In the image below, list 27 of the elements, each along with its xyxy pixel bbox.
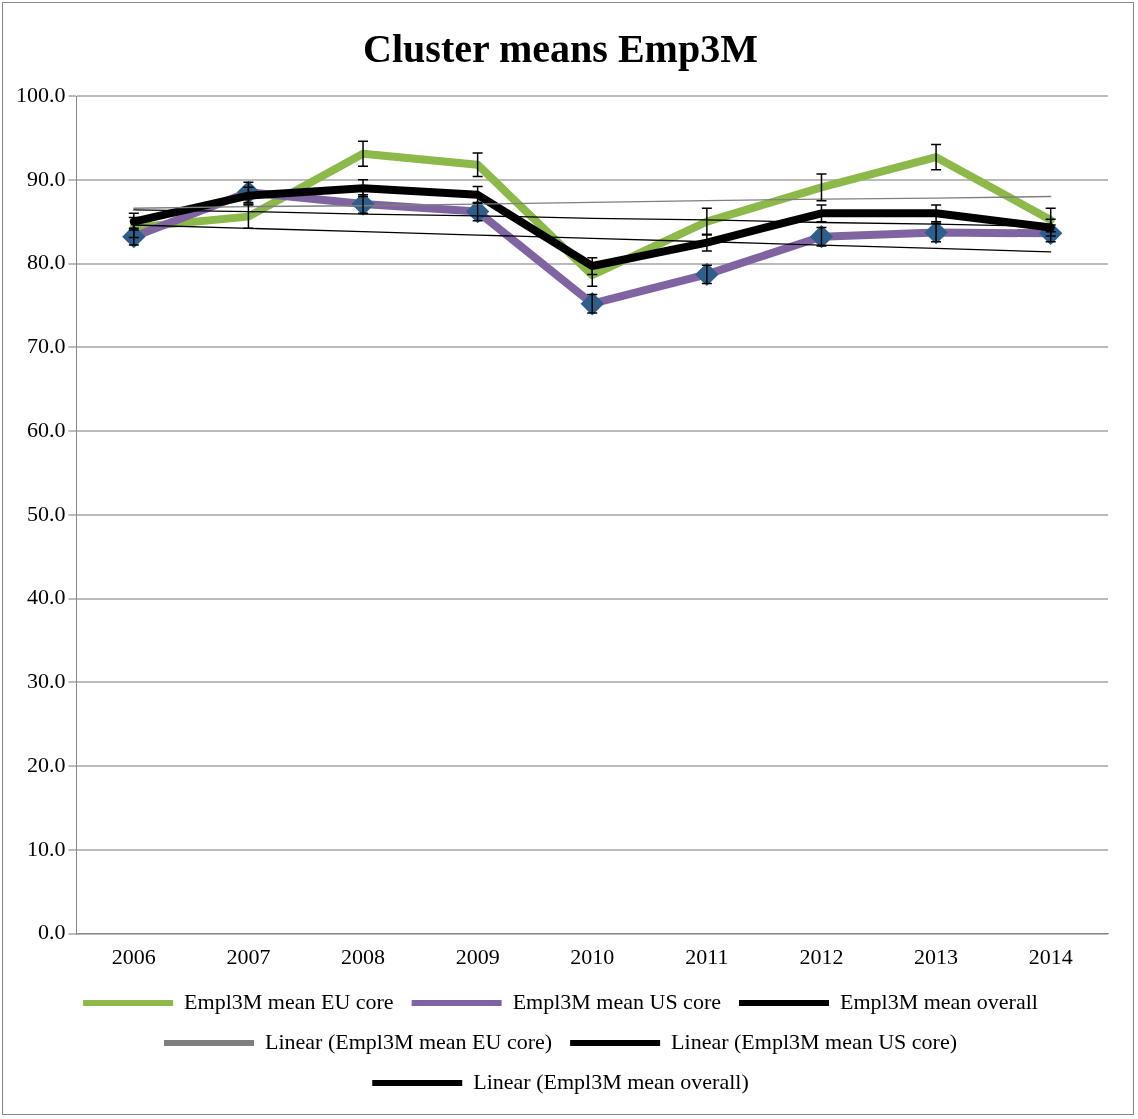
x-tick-label: 2009 [455, 943, 500, 969]
x-tick-label: 2013 [914, 943, 959, 969]
legend-label: Linear (Empl3M mean EU core) [265, 1028, 553, 1054]
y-tick-label: 60.0 [27, 416, 66, 442]
legend-label: Linear (Empl3M mean overall) [473, 1068, 749, 1094]
y-tick-label: 40.0 [27, 584, 66, 610]
legend-label: Linear (Empl3M mean US core) [671, 1028, 958, 1054]
chart-title: Cluster means Emp3M [363, 26, 758, 72]
y-tick-label: 70.0 [27, 333, 66, 359]
y-tick-label: 30.0 [27, 668, 66, 694]
x-tick-label: 2006 [111, 943, 156, 969]
x-tick-label: 2014 [1028, 943, 1073, 969]
y-tick-label: 90.0 [27, 165, 66, 191]
x-tick-label: 2010 [570, 943, 615, 969]
y-tick-label: 100.0 [16, 81, 66, 107]
x-tick-label: 2008 [341, 943, 386, 969]
legend-label: Empl3M mean US core [512, 988, 721, 1014]
legend-label: Empl3M mean overall [839, 988, 1038, 1014]
y-tick-label: 80.0 [27, 249, 66, 275]
x-tick-label: 2012 [799, 943, 844, 969]
y-tick-label: 10.0 [27, 835, 66, 861]
y-tick-label: 20.0 [27, 751, 66, 777]
x-tick-label: 2011 [685, 943, 729, 969]
y-tick-label: 0.0 [38, 919, 66, 945]
legend-label: Empl3M mean EU core [184, 988, 394, 1014]
x-tick-label: 2007 [226, 943, 271, 969]
y-tick-label: 50.0 [27, 500, 66, 526]
